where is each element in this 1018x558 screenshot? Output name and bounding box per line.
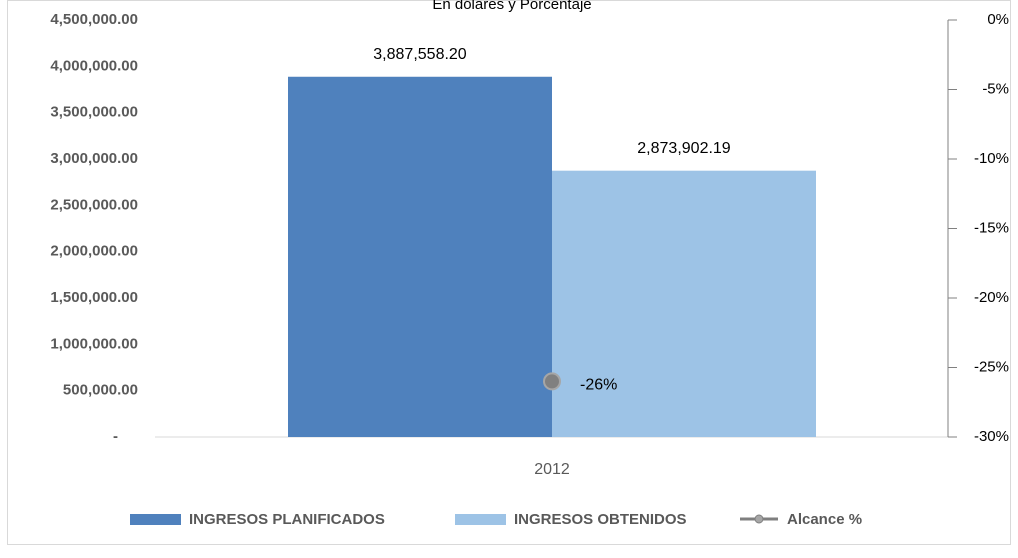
legend-label-ingresos-planificados: INGRESOS PLANIFICADOS: [189, 511, 385, 528]
left-axis-tick-label: 3,000,000.00: [50, 150, 138, 167]
legend-marker-alcance: [754, 514, 764, 524]
left-axis-tick-label: 1,500,000.00: [50, 289, 138, 306]
left-axis-tick-label: 4,000,000.00: [50, 57, 138, 74]
legend: INGRESOS PLANIFICADOS INGRESOS OBTENIDOS…: [130, 511, 862, 528]
left-axis-tick-label: 3,500,000.00: [50, 104, 138, 121]
left-axis-tick-label: -: [113, 428, 118, 445]
right-axis-tick-label: -15%: [974, 219, 1009, 236]
right-axis-tick-label: -5%: [982, 80, 1009, 97]
left-axis-tick-label: 500,000.00: [63, 382, 138, 399]
legend-swatch-ingresos-planificados: [130, 514, 181, 525]
bar-series: [288, 76, 816, 438]
legend-label-ingresos-obtenidos: INGRESOS OBTENIDOS: [514, 511, 687, 528]
right-axis-tick-label: -20%: [974, 289, 1009, 306]
legend-label-alcance: Alcance %: [787, 511, 862, 528]
bar-data-labels: 3,887,558.20 2,873,902.19: [373, 46, 731, 157]
legend-swatch-ingresos-obtenidos: [455, 514, 506, 525]
left-axis-tick-label: 1,000,000.00: [50, 335, 138, 352]
bar-ingresos-obtenidos: [552, 170, 816, 437]
alcance-data-label: -26%: [580, 377, 617, 394]
line-series: -26%: [543, 372, 617, 394]
chart-subtitle: En dólares y Porcentaje: [432, 0, 591, 13]
right-axis-tick-label: -25%: [974, 358, 1009, 375]
bar-ingresos-planificados: [288, 76, 552, 438]
left-axis-ticks: - 500,000.00 1,000,000.00 1,500,000.00 2,000…: [50, 11, 138, 445]
bar-data-label: 3,887,558.20: [373, 46, 467, 63]
right-axis-ticks: -30% -25% -20% -15% -10% -5% 0%: [948, 11, 1009, 445]
x-category-label: 2012: [534, 461, 570, 478]
left-axis-tick-label: 2,000,000.00: [50, 243, 138, 260]
right-axis-tick-label: -10%: [974, 150, 1009, 167]
left-axis-tick-label: 4,500,000.00: [50, 11, 138, 28]
bar-data-label: 2,873,902.19: [637, 140, 731, 157]
right-axis-tick-label: -30%: [974, 428, 1009, 445]
left-axis-tick-label: 2,500,000.00: [50, 196, 138, 213]
alcance-point: [543, 372, 561, 391]
right-axis-tick-label: 0%: [987, 11, 1009, 28]
